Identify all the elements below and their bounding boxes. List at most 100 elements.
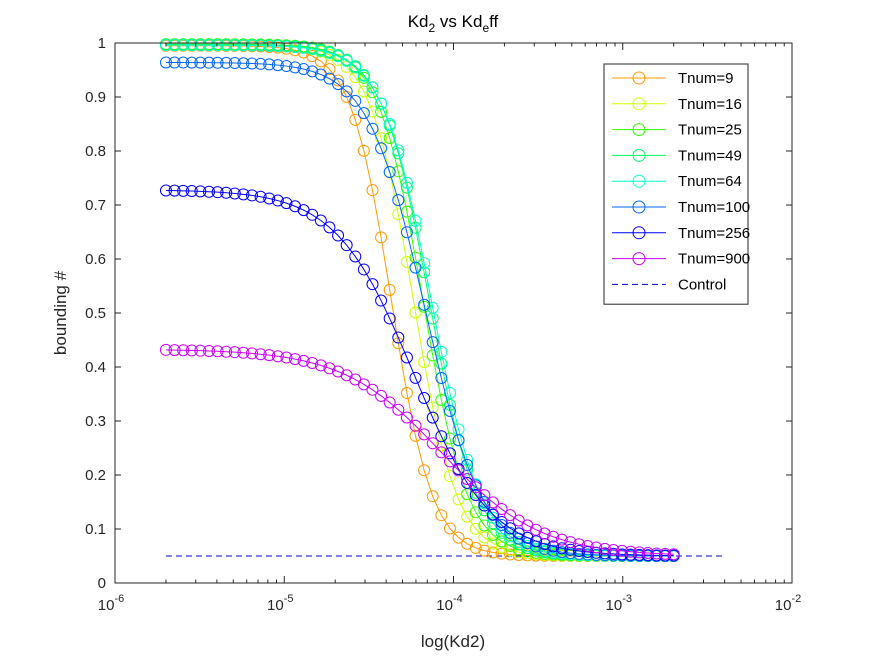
legend-marker (632, 226, 646, 240)
data-point (366, 122, 379, 135)
data-point (581, 540, 594, 553)
legend-label: Tnum=256 (678, 225, 750, 242)
data-point (564, 543, 577, 556)
data-point (314, 359, 327, 372)
data-point (538, 527, 551, 540)
legend-label: Tnum=64 (678, 173, 742, 190)
data-point (547, 544, 560, 557)
data-point (159, 56, 172, 69)
data-point (443, 470, 456, 483)
data-point (211, 345, 224, 358)
legend-marker (632, 148, 646, 162)
data-point (332, 229, 345, 242)
data-point (633, 548, 646, 561)
data-point (263, 58, 276, 71)
data-point (202, 185, 215, 198)
data-point (418, 428, 431, 441)
data-point (555, 546, 568, 559)
data-point (246, 57, 259, 70)
data-point (452, 464, 465, 477)
data-point (547, 530, 560, 543)
data-point (254, 39, 267, 52)
legend-entry: Tnum=25 (612, 122, 742, 139)
data-point (633, 546, 646, 559)
data-point (246, 189, 259, 202)
data-point (220, 56, 233, 69)
data-point (504, 522, 517, 535)
data-point (289, 353, 302, 366)
data-point (177, 39, 190, 52)
data-point (332, 365, 345, 378)
data-point (400, 351, 413, 364)
data-point (159, 343, 172, 356)
data-point (349, 250, 362, 263)
data-point (478, 519, 491, 532)
data-point (452, 531, 465, 544)
data-point (220, 39, 233, 52)
data-point (659, 547, 672, 560)
data-point (357, 378, 370, 391)
data-point (306, 208, 319, 221)
data-point (469, 522, 482, 535)
data-point (366, 278, 379, 291)
data-point (409, 429, 422, 442)
data-point (280, 60, 293, 73)
data-point (461, 473, 474, 486)
chart-title-end: ff (489, 12, 498, 31)
data-point (202, 39, 215, 52)
data-point (573, 538, 586, 551)
data-point (495, 547, 508, 560)
data-point (435, 372, 448, 384)
y-axis-label: bounding # (51, 270, 70, 355)
data-point (443, 447, 456, 460)
data-point (418, 464, 431, 477)
data-point (297, 63, 310, 76)
data-point (435, 509, 448, 522)
series-layer (159, 38, 725, 562)
data-point (409, 419, 422, 432)
data-point (392, 331, 405, 344)
data-point (469, 506, 482, 519)
legend-label: Tnum=16 (678, 96, 742, 113)
data-point (538, 542, 551, 555)
data-point (426, 401, 439, 414)
legend-label: Tnum=900 (678, 251, 750, 268)
data-point (314, 44, 327, 57)
data-point (202, 56, 215, 69)
data-point (383, 283, 396, 296)
data-point (271, 40, 284, 53)
legend: Tnum=9 Tnum=16 Tnum=25 Tnum=49 Tnum=64 Tnum=1… (603, 63, 750, 305)
y-tick-label: 0.5 (85, 305, 106, 322)
data-point (159, 184, 172, 197)
data-point (220, 186, 233, 199)
data-point (280, 197, 293, 210)
data-point (443, 455, 456, 468)
data-point (478, 544, 491, 557)
data-point (443, 522, 456, 535)
data-point (392, 403, 405, 416)
y-tick-label: 0.6 (85, 251, 106, 268)
y-tick-label: 0.3 (85, 413, 106, 430)
data-point (237, 57, 250, 70)
data-point (469, 541, 482, 554)
data-point (443, 432, 456, 445)
data-point (177, 344, 190, 357)
data-point (194, 344, 207, 357)
data-point (452, 434, 465, 447)
data-point (443, 387, 456, 400)
data-point (375, 231, 388, 244)
y-tick-label: 0.9 (85, 89, 106, 106)
data-point (478, 531, 491, 544)
data-point (185, 39, 198, 52)
data-point (323, 362, 336, 375)
data-point (418, 392, 431, 405)
data-point (202, 344, 215, 357)
data-point (667, 548, 680, 561)
data-point (624, 548, 637, 561)
legend-entry: Tnum=64 (612, 173, 742, 190)
data-point (383, 166, 396, 179)
data-point (271, 194, 284, 207)
data-point (349, 94, 362, 107)
legend-entry: Tnum=256 (612, 225, 750, 242)
data-point (504, 526, 517, 539)
